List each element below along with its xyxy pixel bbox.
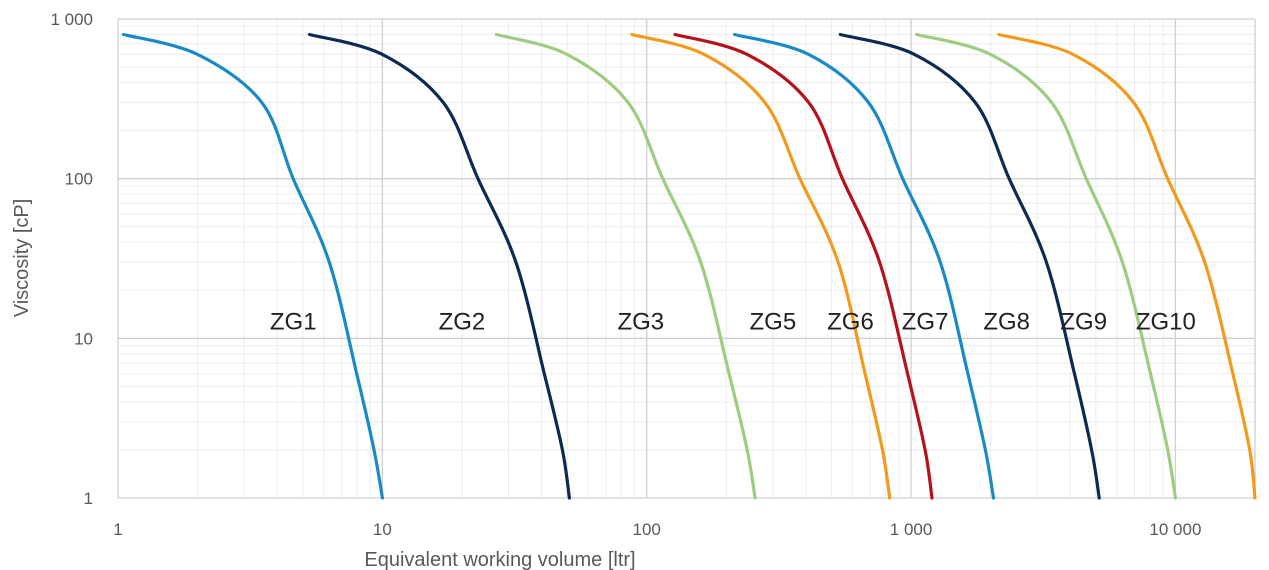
- series-line-zg1: [122, 32, 384, 500]
- series-label-zg5: ZG5: [749, 309, 796, 336]
- x-tick-label: 10 000: [1149, 520, 1201, 539]
- minor-gridlines: [118, 19, 1255, 498]
- y-tick-label: 10: [74, 329, 93, 348]
- x-tick-label: 1 000: [890, 520, 933, 539]
- series-line-zg9: [915, 32, 1177, 500]
- y-axis-tick-labels: 1 10 100 1 000: [50, 10, 93, 508]
- series-line-zg8: [838, 32, 1101, 500]
- series-line-zg10: [997, 32, 1257, 500]
- x-tick-label: 10: [373, 520, 392, 539]
- series-labels: ZG1 ZG2 ZG3 ZG5 ZG6 ZG7 ZG8 ZG9 ZG10: [270, 309, 1196, 336]
- y-axis-title: Viscosity [cP]: [11, 199, 33, 318]
- major-gridlines: [117, 18, 1256, 499]
- y-tick-label: 1: [84, 489, 93, 508]
- series-lines: [122, 32, 1257, 500]
- series-label-zg3: ZG3: [617, 309, 664, 336]
- series-line-zg7: [733, 32, 996, 500]
- series-label-zg2: ZG2: [439, 309, 486, 336]
- y-tick-label: 1 000: [50, 10, 93, 29]
- series-label-zg9: ZG9: [1060, 309, 1107, 336]
- series-label-zg10: ZG10: [1136, 309, 1196, 336]
- x-tick-label: 1: [113, 520, 122, 539]
- series-line-zg3: [494, 32, 757, 500]
- series-line-zg6: [673, 32, 934, 500]
- series-label-zg6: ZG6: [827, 309, 874, 336]
- x-axis-title: Equivalent working volume [ltr]: [364, 549, 635, 570]
- series-line-zg5: [630, 32, 892, 500]
- series-label-zg1: ZG1: [270, 309, 317, 336]
- x-tick-label: 100: [633, 520, 661, 539]
- series-label-zg8: ZG8: [983, 309, 1030, 336]
- series-label-zg7: ZG7: [902, 309, 949, 336]
- y-tick-label: 100: [65, 170, 93, 189]
- x-axis-tick-labels: 1 10 100 1 000 10 000: [113, 520, 1201, 539]
- series-line-zg2: [307, 32, 571, 500]
